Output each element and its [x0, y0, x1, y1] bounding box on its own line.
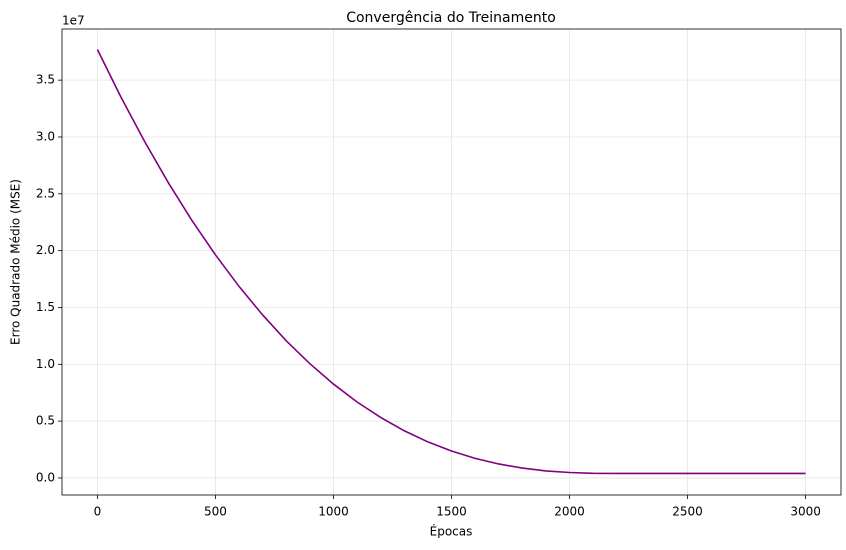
y-tick-label: 0.5 [36, 414, 55, 428]
y-offset-label: 1e7 [62, 14, 85, 28]
y-axis-label: Erro Quadrado Médio (MSE) [9, 179, 23, 345]
y-tick-label: 0.0 [36, 470, 55, 484]
data-line [96, 49, 806, 475]
x-tick-label: 2000 [554, 505, 585, 519]
y-tick-label: 1.5 [36, 300, 55, 314]
y-tick-label: 2.5 [36, 186, 55, 200]
y-tick-label: 1.0 [36, 357, 55, 371]
chart-title: Convergência do Treinamento [346, 10, 556, 26]
x-tick-label: 1000 [318, 505, 349, 519]
plot-frame [61, 28, 842, 496]
y-tick-label: 3.0 [36, 129, 55, 143]
x-tick-label: 500 [204, 505, 227, 519]
x-tick-label: 1500 [436, 505, 467, 519]
x-tick-label: 0 [94, 505, 102, 519]
x-tick-label: 2500 [672, 505, 703, 519]
x-tick-label: 3000 [790, 505, 821, 519]
y-tick-label: 2.0 [36, 243, 55, 257]
x-axis-label: Épocas [430, 524, 473, 539]
y-tick-label: 3.5 [36, 73, 55, 87]
